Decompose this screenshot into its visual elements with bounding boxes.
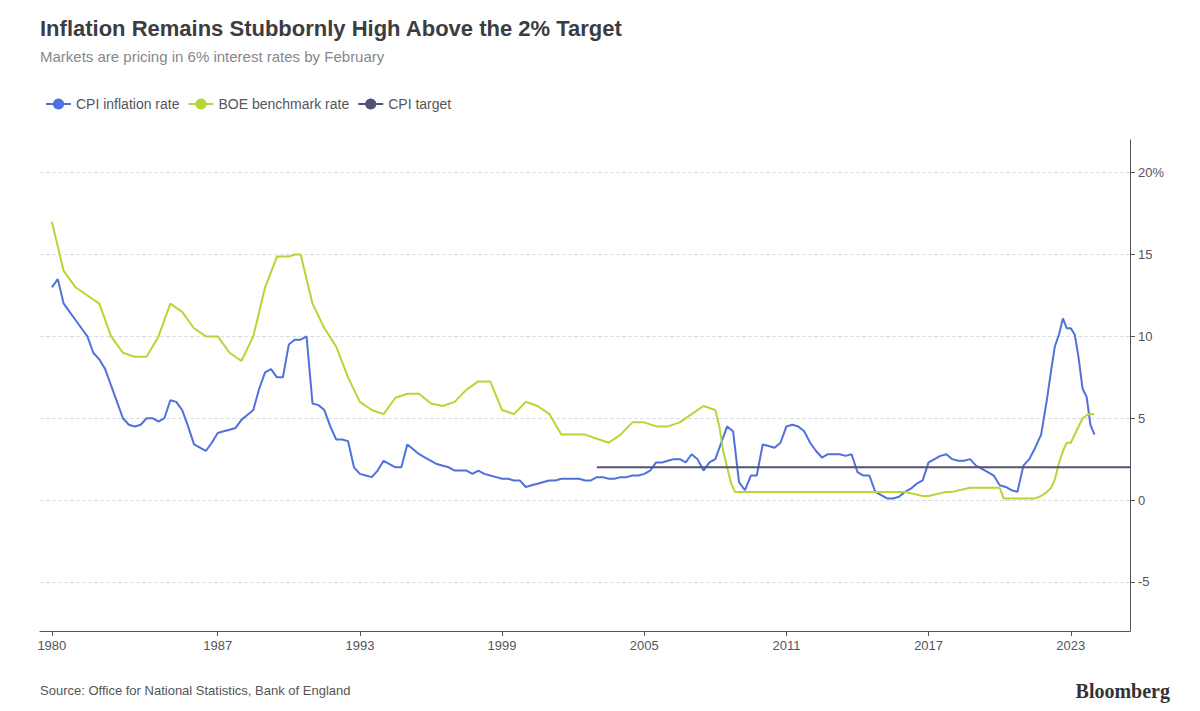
svg-text:2017: 2017 [914,638,943,653]
svg-text:2011: 2011 [772,638,800,653]
svg-text:2023: 2023 [1056,638,1085,653]
svg-text:1987: 1987 [203,638,232,653]
svg-text:0: 0 [1138,493,1145,508]
svg-text:1980: 1980 [37,638,66,653]
svg-text:20%: 20% [1138,165,1164,180]
svg-text:Markets are pricing in 6% inte: Markets are pricing in 6% interest rates… [40,48,385,65]
svg-text:1999: 1999 [488,638,517,653]
svg-text:2005: 2005 [630,638,659,653]
svg-text:10: 10 [1138,329,1152,344]
svg-text:5: 5 [1138,411,1145,426]
svg-text:Bloomberg: Bloomberg [1076,680,1170,703]
svg-text:15: 15 [1138,247,1152,262]
svg-text:BOE benchmark rate: BOE benchmark rate [218,96,349,112]
svg-text:CPI target: CPI target [388,96,451,112]
svg-text:Source: Office for National St: Source: Office for National Statistics, … [40,683,350,698]
svg-text:1993: 1993 [345,638,374,653]
svg-text:Inflation Remains Stubbornly H: Inflation Remains Stubbornly High Above … [40,16,623,41]
svg-text:-5: -5 [1138,574,1150,589]
svg-text:CPI inflation rate: CPI inflation rate [76,96,180,112]
